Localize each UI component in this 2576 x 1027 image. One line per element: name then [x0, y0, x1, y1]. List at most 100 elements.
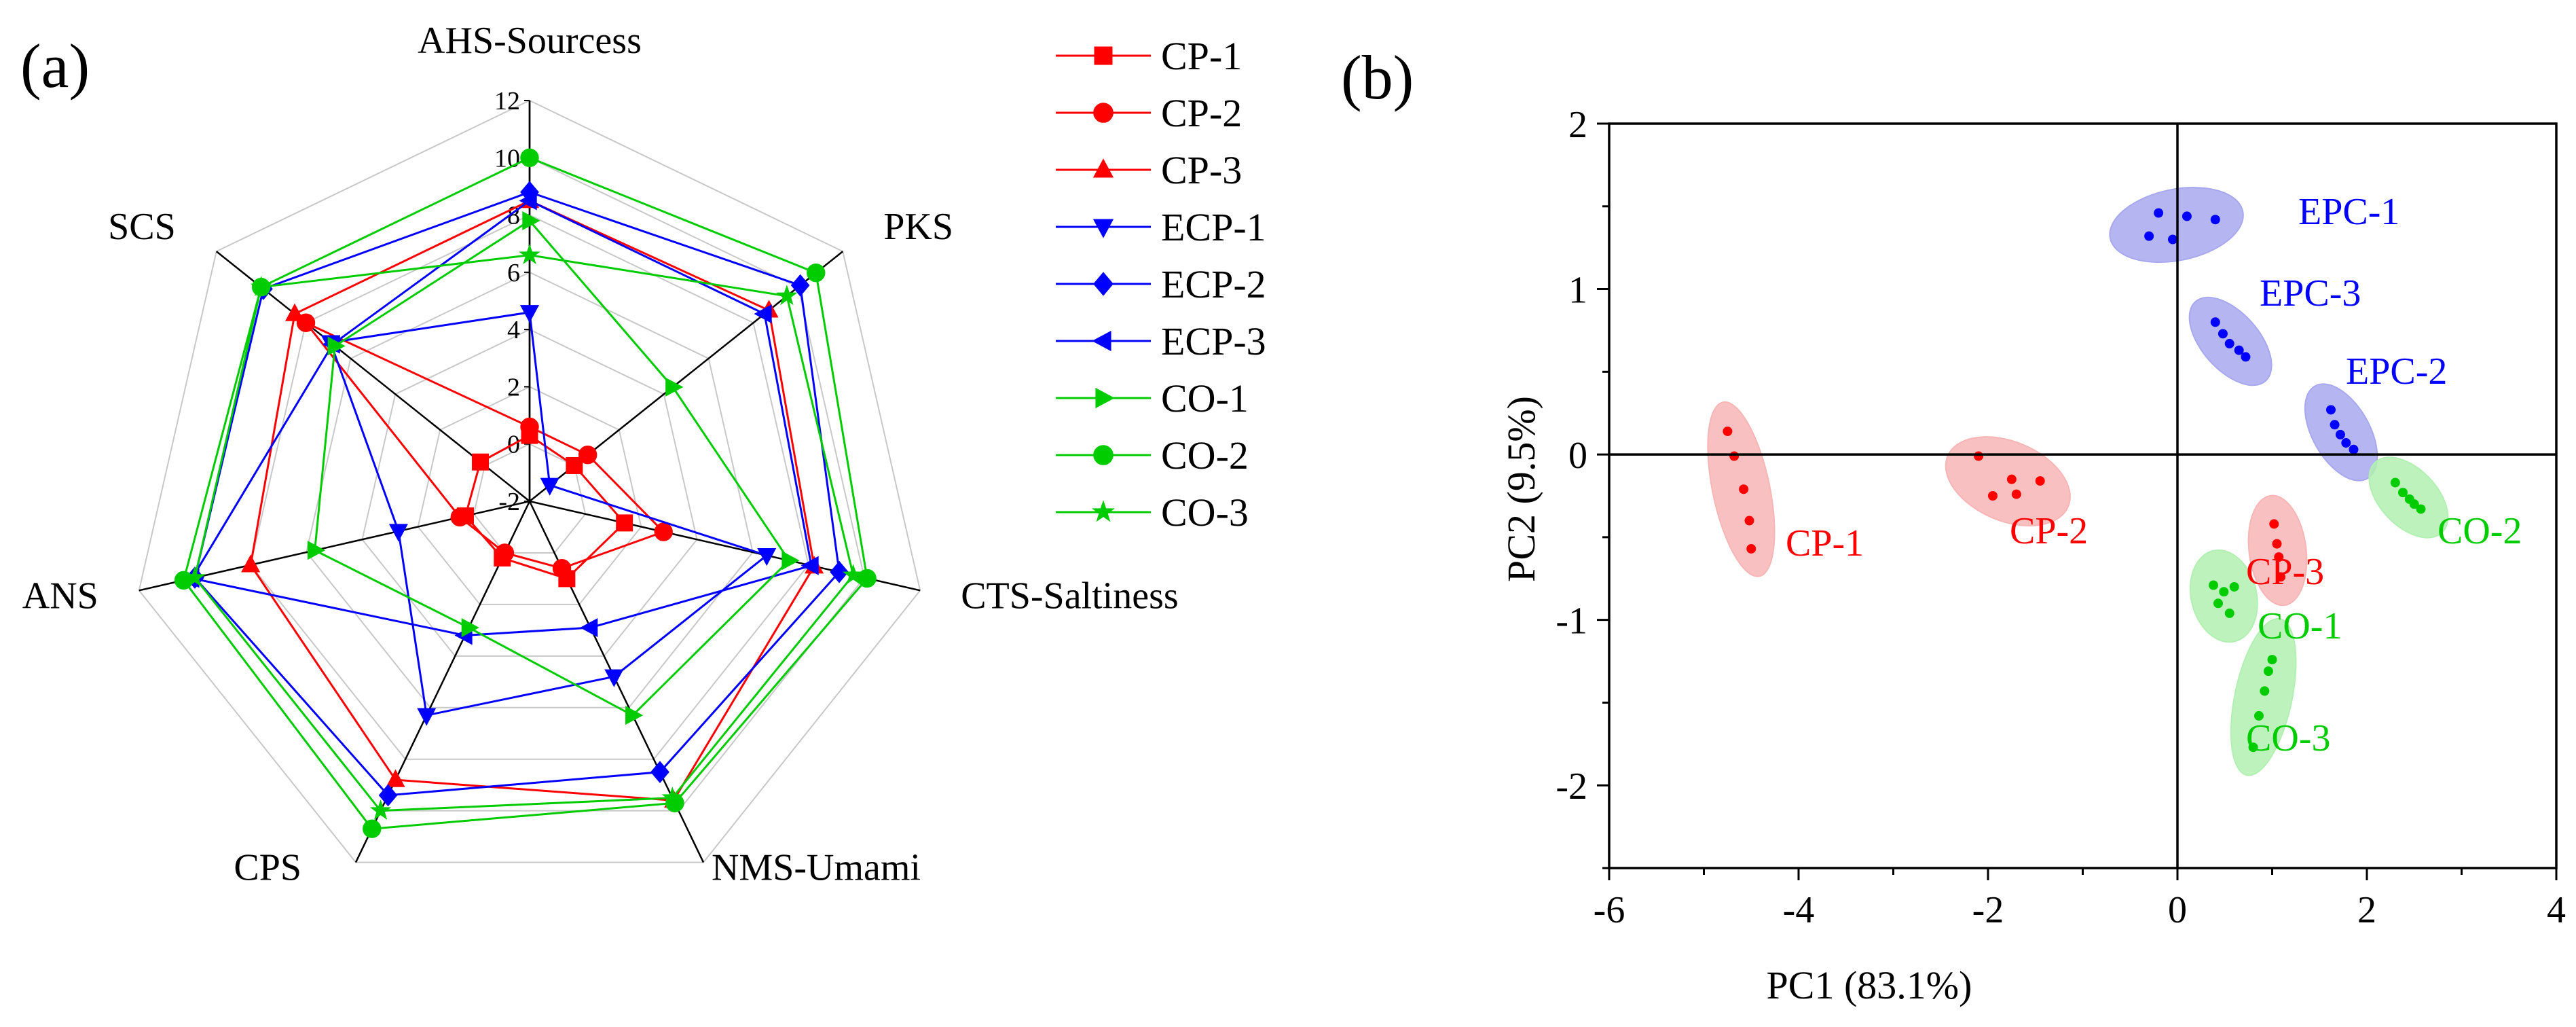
- y-tick-label: 2: [1568, 104, 1587, 146]
- data-point: [781, 551, 800, 571]
- data-point: [625, 706, 644, 725]
- data-point: [2263, 666, 2273, 677]
- data-point: [519, 191, 537, 211]
- data-point: [2269, 519, 2279, 529]
- legend-item-cp-1: CP-1: [1056, 34, 1242, 78]
- data-point: [2154, 208, 2164, 218]
- radar-series: [174, 148, 877, 838]
- group-co-3: [2230, 617, 2297, 776]
- series-line: [329, 311, 769, 717]
- data-point: [650, 761, 669, 784]
- data-point: [2011, 489, 2021, 499]
- legend-item-cp-2: CP-2: [1056, 91, 1242, 135]
- data-point: [2182, 211, 2192, 221]
- x-tick-label: -6: [1594, 889, 1625, 931]
- data-point: [378, 784, 398, 807]
- data-point: [566, 456, 583, 474]
- y-tick-label: 0: [1568, 435, 1587, 477]
- data-point: [2219, 587, 2229, 597]
- axis-ticks: -6 -4 -2 0 2 4 2 1 0 -1 -2: [1556, 104, 2566, 931]
- data-point: [2006, 474, 2017, 484]
- data-point: [858, 569, 877, 588]
- group-label-epc-2: EPC-2: [2346, 350, 2447, 393]
- panel-b-label: (b): [1341, 43, 1414, 112]
- data-point: [307, 541, 326, 560]
- data-point: [2209, 580, 2219, 590]
- data-point: [461, 618, 479, 638]
- x-tick-label: -2: [1972, 889, 2004, 931]
- confidence-ellipse: [2247, 494, 2308, 607]
- group-label-cp-3: CP-3: [2246, 551, 2324, 593]
- data-point: [2210, 317, 2220, 327]
- series-cp-2: [296, 313, 673, 578]
- panel-a-label: (a): [20, 31, 90, 101]
- axis-label-ahs-sourcess: AHS-Sourcess: [418, 20, 642, 62]
- data-point: [2349, 444, 2359, 454]
- legend-item-co-3: CO-3: [1056, 490, 1249, 535]
- data-point: [241, 554, 261, 573]
- radial-tick-label: -2: [498, 488, 520, 516]
- data-point: [540, 478, 559, 496]
- data-point: [754, 304, 772, 324]
- x-tick-label: -4: [1783, 889, 1815, 931]
- data-point: [417, 708, 437, 726]
- data-point: [807, 263, 826, 283]
- legend-marker: [1093, 272, 1114, 296]
- data-point: [842, 564, 864, 585]
- data-point: [285, 303, 305, 321]
- legend-label: CP-2: [1161, 91, 1242, 135]
- legend-item-ecp-1: ECP-1: [1056, 205, 1266, 249]
- data-point: [1744, 516, 1754, 526]
- data-point: [519, 305, 540, 323]
- data-point: [1729, 451, 1740, 461]
- data-point: [327, 336, 346, 356]
- legend-label: CO-3: [1161, 490, 1249, 535]
- data-point: [2224, 608, 2234, 618]
- data-point: [2330, 420, 2340, 430]
- data-point: [2248, 742, 2258, 753]
- legend-marker: [1092, 330, 1111, 352]
- axis-label-ans: ANS: [22, 575, 98, 617]
- series-line: [194, 191, 841, 797]
- data-point: [580, 618, 598, 638]
- legend-item-cp-3: CP-3: [1056, 148, 1242, 192]
- legend-marker: [1093, 445, 1114, 465]
- series-co-3: [184, 244, 864, 821]
- data-point: [2229, 581, 2239, 592]
- x-tick-label: 4: [2547, 889, 2566, 931]
- data-point: [654, 522, 673, 541]
- radial-tick-label: 2: [507, 373, 520, 401]
- legend-marker: [1093, 103, 1114, 123]
- data-point: [1987, 491, 1998, 501]
- data-point: [2398, 488, 2408, 498]
- x-axis-label: PC1 (83.1%): [1767, 963, 1972, 1007]
- group-label-co-2: CO-2: [2437, 510, 2522, 552]
- data-point: [1739, 484, 1749, 494]
- radial-tick-label: 6: [507, 259, 520, 287]
- series-line: [194, 254, 855, 812]
- series-line: [190, 199, 813, 636]
- data-point: [519, 244, 540, 264]
- data-point: [757, 548, 777, 566]
- radar-grid-ring: [306, 271, 754, 708]
- data-point: [2253, 710, 2264, 721]
- series-line: [249, 199, 815, 802]
- group-epc-3: [2188, 296, 2273, 386]
- data-point: [2035, 476, 2045, 486]
- legend-marker: [1095, 387, 1115, 409]
- data-point: [2335, 429, 2345, 439]
- data-point: [174, 571, 194, 590]
- legend-item-ecp-2: ECP-2: [1056, 262, 1266, 306]
- legend-label: CO-1: [1161, 376, 1249, 420]
- data-point: [2168, 234, 2178, 245]
- y-tick-label: 1: [1568, 270, 1587, 312]
- legend-label: CO-2: [1161, 433, 1249, 478]
- radar-grid-ring: [417, 386, 642, 605]
- legend-item-co-1: CO-1: [1056, 376, 1249, 420]
- legend-label: CP-3: [1161, 148, 1242, 192]
- data-point: [2409, 499, 2419, 509]
- data-point: [2341, 438, 2351, 448]
